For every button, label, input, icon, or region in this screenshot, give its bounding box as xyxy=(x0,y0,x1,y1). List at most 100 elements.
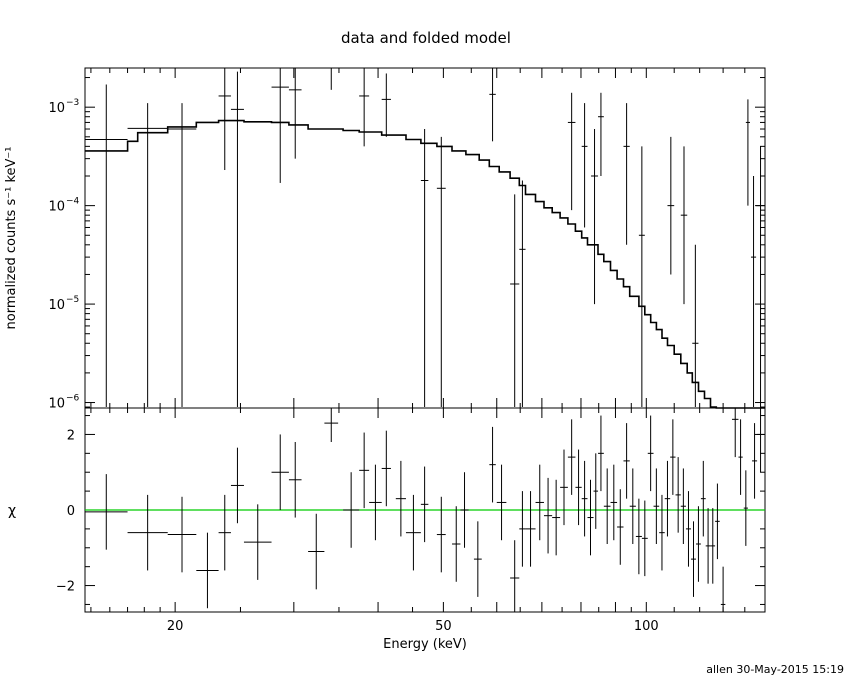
data-point xyxy=(598,92,604,176)
data-point xyxy=(85,84,128,408)
data-point xyxy=(127,103,168,408)
residual-point xyxy=(731,408,739,458)
residual-point xyxy=(610,464,618,541)
data-point xyxy=(420,129,429,408)
residual-point xyxy=(629,468,636,544)
data-point xyxy=(510,194,520,408)
residual-point xyxy=(647,415,654,492)
data-point xyxy=(581,103,588,228)
y-tick-exponent: −6 xyxy=(66,394,80,404)
residual-point xyxy=(598,415,604,492)
residual-point xyxy=(720,566,726,612)
residual-point xyxy=(525,491,536,567)
residual-point xyxy=(510,540,520,612)
data-point xyxy=(381,73,391,137)
y-tick-label: 2 xyxy=(67,428,75,443)
residual-point xyxy=(675,457,681,533)
residuals-panel: 20 50 100 −2 0 2 xyxy=(56,407,766,634)
data-point xyxy=(519,180,526,408)
residual-point xyxy=(560,449,568,526)
residual-point xyxy=(519,491,526,567)
y-tick-exponent: −5 xyxy=(66,295,79,305)
data-point xyxy=(667,136,675,275)
data-point xyxy=(436,136,446,408)
residual-point xyxy=(308,513,325,590)
residual-point xyxy=(617,489,624,565)
residual-point xyxy=(581,460,588,537)
residual-point xyxy=(85,474,128,550)
y-tick-label: 10 xyxy=(48,397,65,412)
residual-point xyxy=(700,460,706,537)
data-point xyxy=(680,146,688,305)
top-panel: 10−310−410−510−6 xyxy=(48,67,766,412)
y-tick-exponent: −3 xyxy=(66,98,79,108)
x-tick-label: 50 xyxy=(435,619,452,634)
residual-point xyxy=(271,434,289,510)
residual-point xyxy=(369,464,382,541)
data-point xyxy=(591,129,599,305)
plot-title: data and folded model xyxy=(341,29,511,47)
data-point xyxy=(359,68,370,147)
data-point xyxy=(756,146,765,408)
data-point xyxy=(167,103,197,408)
residual-point xyxy=(196,532,219,609)
data-point xyxy=(230,71,244,408)
data-point xyxy=(638,146,645,408)
y-tick-label: 10 xyxy=(48,101,65,116)
residual-point xyxy=(593,453,599,529)
x-tick-label: 20 xyxy=(167,619,184,634)
residual-point xyxy=(230,447,244,524)
residual-point xyxy=(715,483,720,560)
x-axis-label: Energy (keV) xyxy=(383,637,467,652)
residual-point xyxy=(420,466,429,543)
residual-point xyxy=(664,460,671,537)
residual-point xyxy=(670,419,676,495)
residual-point xyxy=(757,408,765,473)
residual-point xyxy=(288,442,302,518)
residual-point xyxy=(685,491,692,567)
residual-point xyxy=(496,464,507,541)
y-tick-label: −2 xyxy=(56,580,75,595)
residual-point xyxy=(653,468,660,544)
residual-point xyxy=(381,430,391,507)
folded-model-line xyxy=(85,119,765,409)
data-point xyxy=(745,99,750,206)
residual-point xyxy=(395,460,406,537)
footer-timestamp: allen 30-May-2015 15:19 xyxy=(706,663,844,676)
data-point xyxy=(324,67,339,90)
residual-point xyxy=(324,408,339,442)
residual-point xyxy=(243,504,272,580)
residual-point xyxy=(535,464,544,541)
y-axis-label-top: normalized counts s⁻¹ keV⁻¹ xyxy=(4,147,19,330)
residual-point xyxy=(752,423,758,499)
y-tick-label: 10 xyxy=(48,200,65,215)
residual-point xyxy=(705,508,711,584)
residual-point xyxy=(552,479,561,556)
residual-point xyxy=(587,479,594,556)
data-point xyxy=(288,68,302,159)
residual-point xyxy=(641,500,648,577)
data-point xyxy=(692,244,699,408)
residual-point xyxy=(218,494,231,571)
residual-point xyxy=(460,472,469,548)
y-tick-label: 10 xyxy=(48,298,65,313)
residual-point xyxy=(452,506,461,582)
data-point xyxy=(751,175,757,408)
x-tick-label: 100 xyxy=(634,619,659,634)
residual-point xyxy=(489,426,496,503)
residual-point xyxy=(405,494,421,571)
residual-point xyxy=(635,498,642,575)
residual-point xyxy=(436,496,446,573)
residual-point xyxy=(603,468,611,544)
residual-point xyxy=(743,470,748,546)
residual-point xyxy=(167,496,197,573)
y-tick-label: 0 xyxy=(67,504,75,519)
residual-point xyxy=(695,506,701,582)
y-axis-label-bottom: χ xyxy=(8,503,16,519)
data-point xyxy=(623,103,630,245)
residual-point xyxy=(691,521,696,597)
residual-point xyxy=(543,477,553,554)
residual-point xyxy=(127,494,168,571)
data-point xyxy=(271,68,289,183)
